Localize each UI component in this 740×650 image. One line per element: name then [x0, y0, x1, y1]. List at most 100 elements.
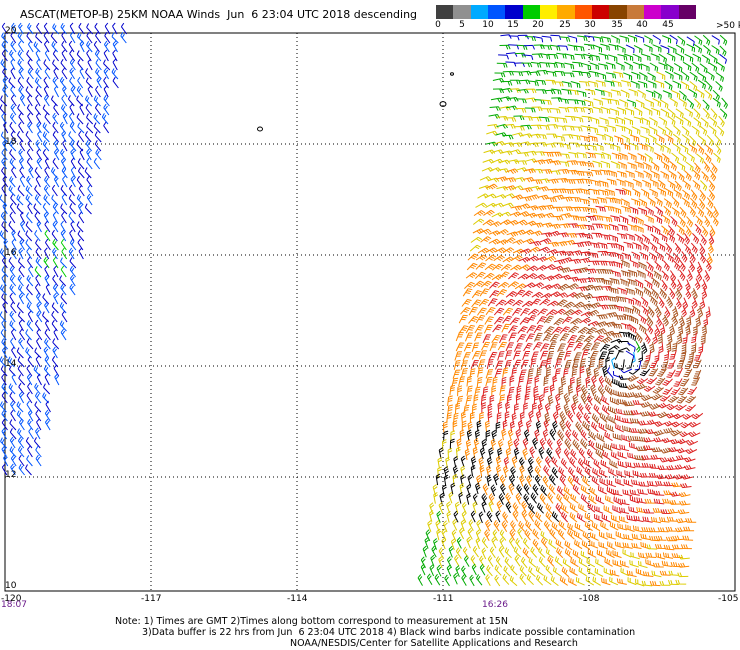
wind-barb	[560, 257, 573, 263]
wind-barb	[498, 546, 505, 558]
wind-barb	[614, 315, 626, 321]
wind-barb	[568, 142, 580, 148]
wind-barb	[471, 350, 481, 360]
wind-barb	[61, 130, 67, 143]
wind-barb	[645, 559, 655, 567]
wind-barb	[701, 225, 709, 237]
wind-barb	[517, 273, 530, 280]
wind-barb	[558, 98, 569, 104]
wind-barb	[638, 481, 650, 487]
wind-barb	[567, 334, 578, 344]
wind-barb	[68, 212, 75, 224]
wind-barb	[7, 356, 15, 368]
wind-barb	[433, 538, 438, 550]
wind-barb	[659, 570, 671, 576]
wind-barb	[615, 296, 627, 303]
wind-barb	[36, 328, 43, 341]
wind-barb	[96, 76, 102, 89]
wind-barb	[644, 498, 656, 504]
wind-barb	[604, 376, 613, 387]
wind-barb	[85, 140, 93, 152]
wind-barb	[495, 299, 507, 307]
wind-barb	[18, 337, 25, 350]
wind-barb	[707, 252, 713, 265]
wind-barb	[625, 44, 635, 54]
wind-barb	[493, 520, 500, 532]
wind-barb	[678, 152, 687, 163]
wind-barb	[632, 297, 641, 307]
wind-barb	[26, 212, 33, 224]
wind-barb	[655, 251, 664, 262]
wind-barb	[1, 221, 9, 233]
wind-barb	[609, 521, 619, 531]
wind-barb	[504, 298, 516, 306]
wind-barb	[679, 206, 687, 218]
wind-barb	[628, 323, 637, 334]
wind-barb	[588, 260, 600, 266]
wind-barb	[523, 402, 528, 414]
wind-barb	[564, 350, 572, 361]
wind-barb	[69, 67, 76, 80]
wind-barb	[526, 325, 537, 334]
wind-barb	[685, 395, 697, 404]
wind-barb	[653, 429, 665, 437]
wind-barb	[673, 252, 681, 264]
wind-barb	[562, 251, 574, 257]
wind-barb	[639, 251, 649, 261]
wind-barb	[678, 98, 687, 108]
wind-barb	[598, 541, 608, 550]
wind-barb	[534, 519, 542, 531]
wind-barb	[470, 510, 476, 523]
wind-barb	[715, 72, 724, 82]
wind-barb	[94, 131, 102, 143]
wind-barb	[695, 215, 703, 227]
wind-barb	[1, 293, 8, 305]
wind-barb	[25, 221, 33, 233]
wind-barb	[471, 342, 480, 353]
wind-barb	[620, 89, 630, 99]
wind-barb	[719, 34, 728, 46]
wind-barb	[44, 67, 51, 80]
wind-barb	[458, 491, 464, 504]
wind-barb	[660, 509, 672, 514]
wind-barb	[508, 272, 519, 280]
wind-barb	[468, 306, 478, 316]
wind-barb	[652, 332, 658, 345]
wind-barb	[17, 185, 25, 197]
wind-barb	[616, 107, 627, 115]
wind-barb	[520, 359, 529, 370]
wind-barb	[575, 278, 587, 284]
wind-barb	[95, 31, 102, 44]
wind-barb	[691, 412, 704, 420]
wind-barb	[456, 438, 462, 451]
wind-barb	[654, 421, 667, 427]
wind-barb	[679, 500, 691, 506]
wind-barb	[621, 80, 631, 87]
wind-barb	[505, 117, 517, 122]
wind-barb	[669, 350, 677, 360]
wind-barb	[34, 77, 42, 89]
wind-barb	[51, 310, 58, 323]
wind-speed-colorbar	[436, 5, 696, 19]
wind-barb	[18, 418, 25, 431]
wind-barb	[433, 492, 439, 504]
wind-barb	[69, 103, 75, 116]
wind-barb	[640, 401, 653, 408]
wind-barb	[637, 552, 649, 559]
wind-barb	[644, 332, 651, 344]
colorbar-label: 35	[611, 20, 623, 30]
wind-barb	[605, 188, 615, 196]
wind-barb	[515, 98, 527, 104]
wind-barb	[481, 402, 486, 414]
wind-barb	[495, 464, 502, 477]
wind-barb	[464, 281, 475, 289]
wind-barb	[624, 297, 635, 305]
wind-barb	[634, 224, 644, 233]
map-frame	[4, 32, 736, 592]
wind-barb	[576, 90, 587, 98]
wind-barb	[489, 394, 495, 406]
wind-barb	[568, 89, 579, 96]
wind-barb	[709, 116, 718, 127]
wind-barb	[657, 527, 669, 533]
wind-barb	[597, 385, 606, 397]
